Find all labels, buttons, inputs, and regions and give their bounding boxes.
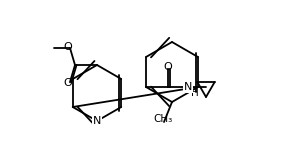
Text: O: O bbox=[63, 42, 72, 52]
Text: N: N bbox=[93, 116, 101, 126]
Text: N: N bbox=[184, 82, 192, 92]
Text: H: H bbox=[191, 88, 199, 98]
Text: CH₃: CH₃ bbox=[153, 114, 173, 124]
Text: O: O bbox=[164, 62, 172, 72]
Text: O: O bbox=[63, 78, 72, 88]
